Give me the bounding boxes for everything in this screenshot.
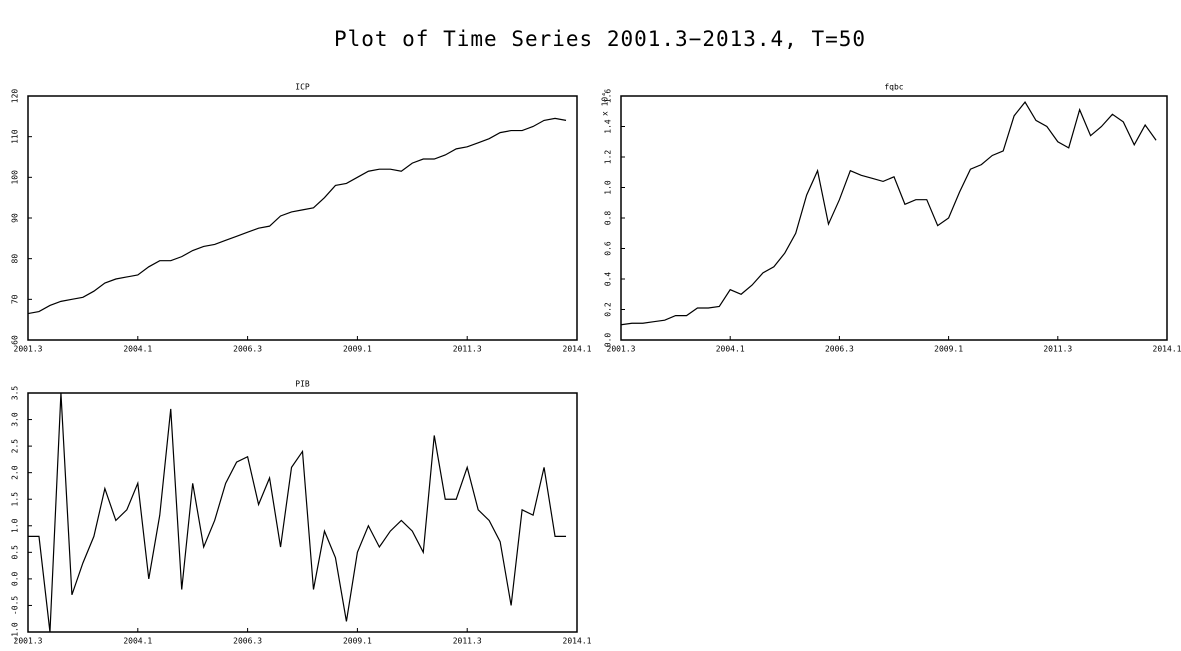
y-tick-label: 0.6 xyxy=(604,241,613,256)
y-tick-label: 110 xyxy=(11,129,20,144)
x-tick-label: 2014.1 xyxy=(563,345,592,354)
y-tick-label: 80 xyxy=(11,254,20,264)
x-tick-label: 2001.3 xyxy=(14,637,43,646)
chart-title: PIB xyxy=(295,380,310,389)
y-tick-label: -1.0 xyxy=(11,622,20,641)
y-tick-label: 90 xyxy=(11,213,20,223)
y-tick-label: 1.0 xyxy=(11,518,20,533)
x-tick-label: 2014.1 xyxy=(563,637,592,646)
y-tick-label: 1.2 xyxy=(604,150,613,165)
y-tick-label: 0.8 xyxy=(604,211,613,226)
x-tick-label: 2006.3 xyxy=(233,637,262,646)
y-tick-label: 0.0 xyxy=(604,333,613,348)
figure-title: Plot of Time Series 2001.3−2013.4, T=50 xyxy=(334,27,866,51)
y-tick-label: 1.4 xyxy=(604,119,613,134)
y-tick-label: 2.0 xyxy=(11,465,20,480)
series-line xyxy=(28,392,567,633)
x-tick-label: 2009.1 xyxy=(343,637,372,646)
x-tick-label: 2006.3 xyxy=(825,345,854,354)
x-tick-label: 2001.3 xyxy=(607,345,636,354)
y-tick-label: 0.2 xyxy=(604,302,613,317)
x-tick-label: 2006.3 xyxy=(233,345,262,354)
x-tick-label: 2004.1 xyxy=(123,345,152,354)
x-tick-label: 2014.1 xyxy=(1153,345,1181,354)
y-tick-label: 0.4 xyxy=(604,272,613,287)
scale-label: x 10⁴ xyxy=(601,92,610,116)
plot-frame xyxy=(27,392,578,633)
y-tick-label: 3.5 xyxy=(11,386,20,401)
y-tick-label: -0.5 xyxy=(11,596,20,615)
y-tick-label: 70 xyxy=(11,294,20,304)
y-tick-label: 3.0 xyxy=(11,412,20,427)
x-tick-label: 2004.1 xyxy=(123,637,152,646)
chart-title: fqbc xyxy=(884,83,903,92)
x-tick-label: 2009.1 xyxy=(343,345,372,354)
plot-frame xyxy=(620,95,1168,341)
x-tick-label: 2009.1 xyxy=(934,345,963,354)
x-tick-label: 2011.3 xyxy=(453,345,482,354)
x-tick-label: 2011.3 xyxy=(453,637,482,646)
y-tick-label: 1.6 xyxy=(604,89,613,104)
x-tick-label: 2001.3 xyxy=(14,345,43,354)
y-tick-label: 1.5 xyxy=(11,492,20,507)
y-tick-label: 120 xyxy=(11,89,20,104)
y-tick-label: 100 xyxy=(11,170,20,185)
series-line xyxy=(620,101,1157,326)
series-line xyxy=(27,117,567,315)
plot-frame xyxy=(27,95,578,341)
x-tick-label: 2011.3 xyxy=(1043,345,1072,354)
y-tick-label: 0.0 xyxy=(11,571,20,586)
x-tick-label: 2004.1 xyxy=(716,345,745,354)
y-tick-label: 60 xyxy=(11,335,20,345)
chart-title: ICP xyxy=(295,83,310,92)
y-tick-label: 1.0 xyxy=(604,180,613,195)
y-tick-label: 0.5 xyxy=(11,545,20,560)
y-tick-label: 2.5 xyxy=(11,439,20,454)
